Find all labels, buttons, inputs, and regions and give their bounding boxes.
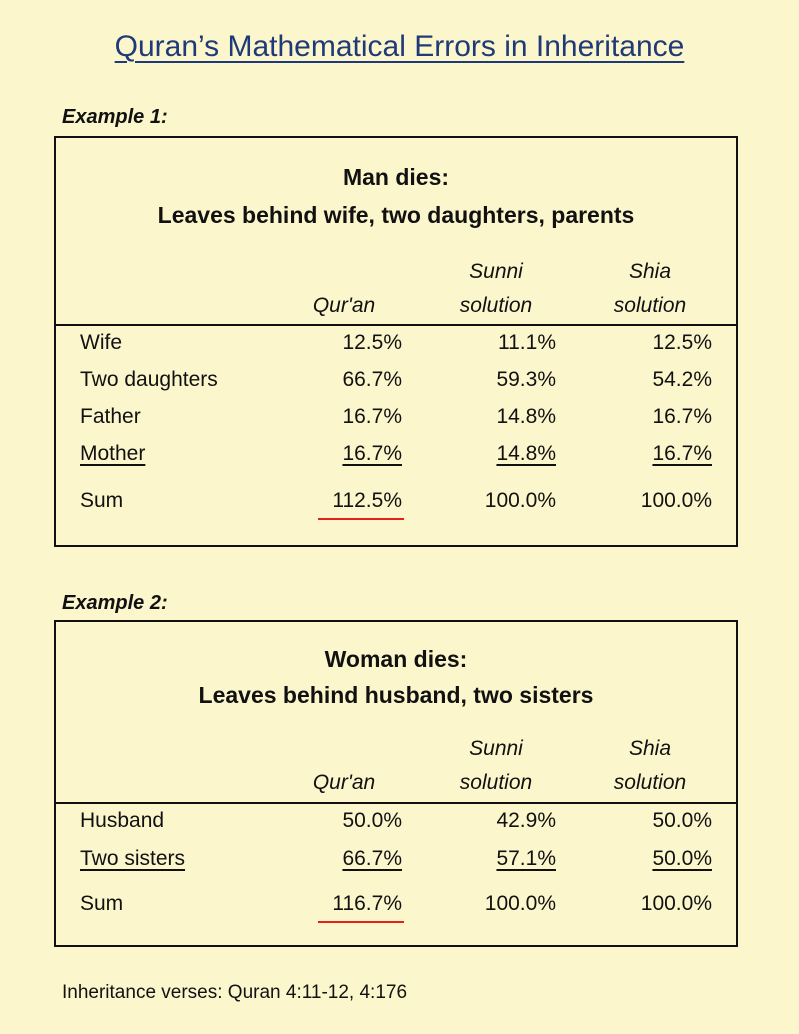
example-1-table: Man dies: Leaves behind wife, two daught… <box>54 136 738 547</box>
cell-quran: 12.5% <box>342 331 402 354</box>
sum-sunni: 100.0% <box>484 892 556 915</box>
cell-shia: 12.5% <box>652 331 712 354</box>
cell-quran: 66.7% <box>342 847 402 870</box>
col-shia-bottom: solution <box>613 771 687 794</box>
cell-sunni: 11.1% <box>498 331 556 354</box>
col-sunni-bottom: solution <box>459 771 533 794</box>
sum-shia: 100.0% <box>640 489 712 512</box>
sum-label: Sum <box>80 489 124 512</box>
example-2-subheading: Leaves behind husband, two sisters <box>198 682 594 708</box>
row-label-two-daughters: Two daughters <box>80 368 218 391</box>
footnote: Inheritance verses: Quran 4:11-12, 4:176 <box>62 982 408 1003</box>
row-label-husband: Husband <box>80 809 165 832</box>
sum-shia: 100.0% <box>640 892 712 915</box>
cell-quran: 66.7% <box>342 368 402 391</box>
cell-sunni: 59.3% <box>496 368 556 391</box>
col-quran: Qur'an <box>312 771 376 794</box>
col-sunni-top: Sunni <box>469 737 523 760</box>
cell-quran: 16.7% <box>342 405 402 428</box>
cell-sunni: 42.9% <box>496 809 556 832</box>
sum-label: Sum <box>80 892 124 915</box>
col-shia-top: Shia <box>628 737 672 760</box>
row-label-wife: Wife <box>80 331 122 354</box>
cell-shia: 54.2% <box>652 368 712 391</box>
row-label-father: Father <box>80 405 141 428</box>
example-1-subheading: Leaves behind wife, two daughters, paren… <box>157 202 635 228</box>
col-sunni-bottom: solution <box>459 294 533 317</box>
cell-sunni: 14.8% <box>496 442 556 465</box>
page-title: Quran’s Mathematical Errors in Inheritan… <box>114 30 685 63</box>
example-1-heading: Man dies: <box>342 164 450 190</box>
sum-quran: 116.7% <box>332 892 402 915</box>
col-shia-bottom: solution <box>613 294 687 317</box>
header-divider <box>56 802 736 804</box>
sum-sunni: 100.0% <box>484 489 556 512</box>
error-underline <box>318 518 404 520</box>
cell-shia: 16.7% <box>652 405 712 428</box>
cell-shia: 50.0% <box>652 847 712 870</box>
col-shia-top: Shia <box>628 260 672 283</box>
row-label-two-sisters: Two sisters <box>80 847 186 870</box>
example-2-heading: Woman dies: <box>324 646 468 672</box>
cell-quran: 50.0% <box>342 809 402 832</box>
cell-shia: 16.7% <box>652 442 712 465</box>
error-underline <box>318 921 404 923</box>
example-1-label: Example 1: <box>62 106 168 128</box>
cell-shia: 50.0% <box>652 809 712 832</box>
row-label-mother: Mother <box>80 442 146 465</box>
cell-sunni: 14.8% <box>496 405 556 428</box>
col-sunni-top: Sunni <box>469 260 523 283</box>
header-divider <box>56 324 736 326</box>
col-quran: Qur'an <box>312 294 376 317</box>
sum-quran: 112.5% <box>332 489 402 512</box>
cell-sunni: 57.1% <box>496 847 556 870</box>
example-2-label: Example 2: <box>62 592 168 614</box>
example-2-table: Woman dies: Leaves behind husband, two s… <box>54 620 738 947</box>
cell-quran: 16.7% <box>342 442 402 465</box>
